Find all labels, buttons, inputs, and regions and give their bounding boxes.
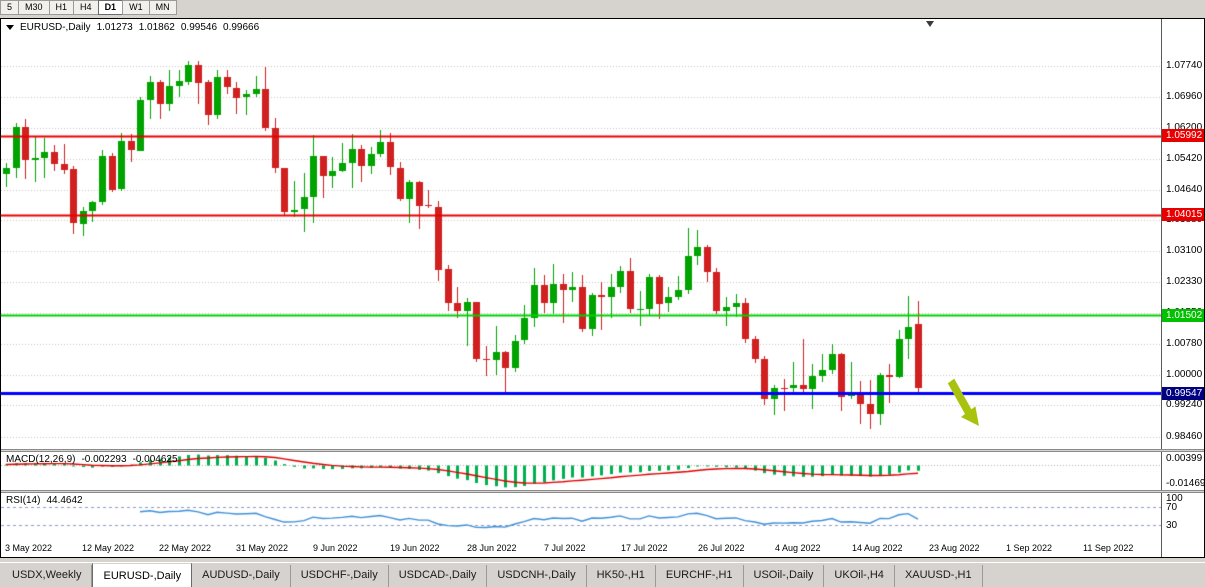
candlestick-chart[interactable] [1, 19, 1161, 449]
ohlc-low-value: 0.99546 [180, 22, 218, 33]
date-label: 17 Jul 2022 [621, 543, 668, 553]
rsi-indicator-chart[interactable] [1, 493, 1161, 539]
chart-tab-xauusd-h1[interactable]: XAUUSD-,H1 [895, 565, 983, 587]
symbol-marker-icon [6, 25, 14, 30]
chart-tab-usdcad-daily[interactable]: USDCAD-,Daily [389, 565, 488, 587]
macd-title: MACD(12,26,9) [6, 454, 76, 465]
date-label: 31 May 2022 [236, 543, 289, 553]
date-label: 4 Aug 2022 [775, 543, 821, 553]
timeframe-button-m30[interactable]: M30 [18, 0, 50, 15]
chart-tab-ukoil-h4[interactable]: UKOil-,H4 [824, 565, 895, 587]
panel-separator[interactable] [1, 490, 1204, 493]
macd-main-value: -0.002293 [81, 454, 127, 465]
sell-arrow-shape [947, 378, 979, 426]
macd-axis-label: 0.00399 [1166, 453, 1203, 464]
date-label: 19 Jun 2022 [390, 543, 440, 553]
timeframe-button-5[interactable]: 5 [0, 0, 20, 15]
timeframe-button-mn[interactable]: MN [148, 0, 177, 15]
chart-frame: EURUSD-,Daily 1.01273 1.01862 0.99546 0.… [0, 18, 1205, 558]
chart-shift-marker-icon[interactable] [926, 21, 934, 27]
price-axis-label: 1.02330 [1166, 276, 1203, 288]
price-axis-label: 1.00780 [1166, 337, 1203, 349]
rsi-axis-label: 30 [1166, 520, 1178, 532]
price-axis-label: 0.98460 [1166, 430, 1203, 442]
ohlc-open-value: 1.01273 [96, 22, 133, 33]
price-axis-label: 1.03100 [1166, 245, 1203, 257]
date-label: 3 May 2022 [5, 543, 53, 553]
macd-panel: MACD(12,26,9) -0.002293 -0.004625 0.0039… [1, 452, 1204, 490]
chart-tab-usdcnh-daily[interactable]: USDCNH-,Daily [487, 565, 587, 587]
rsi-axis-label: 70 [1166, 501, 1178, 513]
price-axis-label: 1.06200 [1166, 121, 1203, 133]
timeframe-toolbar: 5 M30 H1 H4 D1 W1 MN [0, 0, 177, 16]
date-label: 14 Aug 2022 [852, 543, 903, 553]
date-label: 1 Sep 2022 [1006, 543, 1053, 553]
panel-separator[interactable] [1, 449, 1204, 452]
rsi-axis-label: 100 [1166, 493, 1183, 504]
price-axis-label: 1.00000 [1166, 369, 1203, 381]
chart-tab-eurchf-h1[interactable]: EURCHF-,H1 [656, 565, 744, 587]
timeframe-button-d1[interactable]: D1 [97, 0, 124, 15]
price-axis-label: 1.06960 [1166, 91, 1203, 103]
date-label: 11 Sep 2022 [1083, 543, 1134, 553]
date-label: 12 May 2022 [82, 543, 135, 553]
chart-tab-usdchf-daily[interactable]: USDCHF-,Daily [291, 565, 389, 587]
rsi-value: 44.4642 [46, 495, 83, 506]
rsi-label: RSI(14) 44.4642 [6, 495, 83, 506]
chart-tab-hk50-h1[interactable]: HK50-,H1 [587, 565, 656, 587]
date-label: 28 Jun 2022 [467, 543, 517, 553]
chart-header: EURUSD-,Daily 1.01273 1.01862 0.99546 0.… [6, 22, 259, 33]
timeframe-button-w1[interactable]: W1 [122, 0, 150, 15]
timeframe-button-h1[interactable]: H1 [48, 0, 75, 15]
chart-tab-audusd-daily[interactable]: AUDUSD-,Daily [192, 565, 291, 587]
chart-tab-usdx-weekly[interactable]: USDX,Weekly [2, 565, 93, 587]
rsi-axis: 100 70 30 [1161, 493, 1204, 539]
sell-arrow[interactable] [939, 371, 991, 433]
price-axis: 1.077401.069601.062001.054201.046401.038… [1161, 19, 1204, 449]
price-axis-label: 1.04640 [1166, 183, 1203, 195]
price-axis-label: 0.99240 [1166, 399, 1203, 411]
chart-tab-eurusd-daily[interactable]: EURUSD-,Daily [92, 563, 193, 587]
time-axis[interactable]: 3 May 2022 12 May 2022 22 May 2022 31 May 2… [1, 539, 1204, 557]
macd-axis-label: -0.01469 [1166, 478, 1204, 489]
date-label: 22 May 2022 [159, 543, 212, 553]
price-axis-label: 1.05420 [1166, 152, 1203, 164]
price-axis-label: 1.07740 [1166, 60, 1203, 72]
macd-label: MACD(12,26,9) -0.002293 -0.004625 [6, 454, 178, 465]
date-label: 7 Jul 2022 [544, 543, 586, 553]
timeframe-button-h4[interactable]: H4 [73, 0, 99, 15]
ohlc-high-value: 1.01862 [138, 22, 175, 33]
rsi-title: RSI(14) [6, 495, 41, 506]
rsi-panel: RSI(14) 44.4642 100 70 30 [1, 493, 1204, 539]
macd-indicator-chart[interactable] [1, 452, 1161, 490]
date-label: 9 Jun 2022 [313, 543, 358, 553]
chart-tabs-bar: USDX,Weekly EURUSD-,Daily AUDUSD-,Daily USD… [0, 562, 1205, 587]
time-axis-corner [1161, 539, 1204, 557]
chart-symbol-label: EURUSD-,Daily [20, 22, 91, 33]
chart-tab-usoil-daily[interactable]: USOil-,Daily [744, 565, 825, 587]
macd-signal-value: -0.004625 [132, 454, 178, 465]
macd-axis: 0.00399 -0.01469 [1161, 452, 1204, 490]
support-line-green-price-tag[interactable]: 1.01502 [1162, 309, 1204, 322]
resistance-line-2-price-tag[interactable]: 1.04015 [1162, 208, 1204, 221]
ohlc-close-value: 0.99666 [223, 22, 260, 33]
main-chart-panel: EURUSD-,Daily 1.01273 1.01862 0.99546 0.… [1, 19, 1204, 449]
resistance-line-1-price-tag[interactable]: 1.05992 [1162, 129, 1204, 142]
current-price-line-price-tag[interactable]: 0.99547 [1162, 387, 1204, 400]
date-label: 26 Jul 2022 [698, 543, 745, 553]
date-label: 23 Aug 2022 [929, 543, 980, 553]
